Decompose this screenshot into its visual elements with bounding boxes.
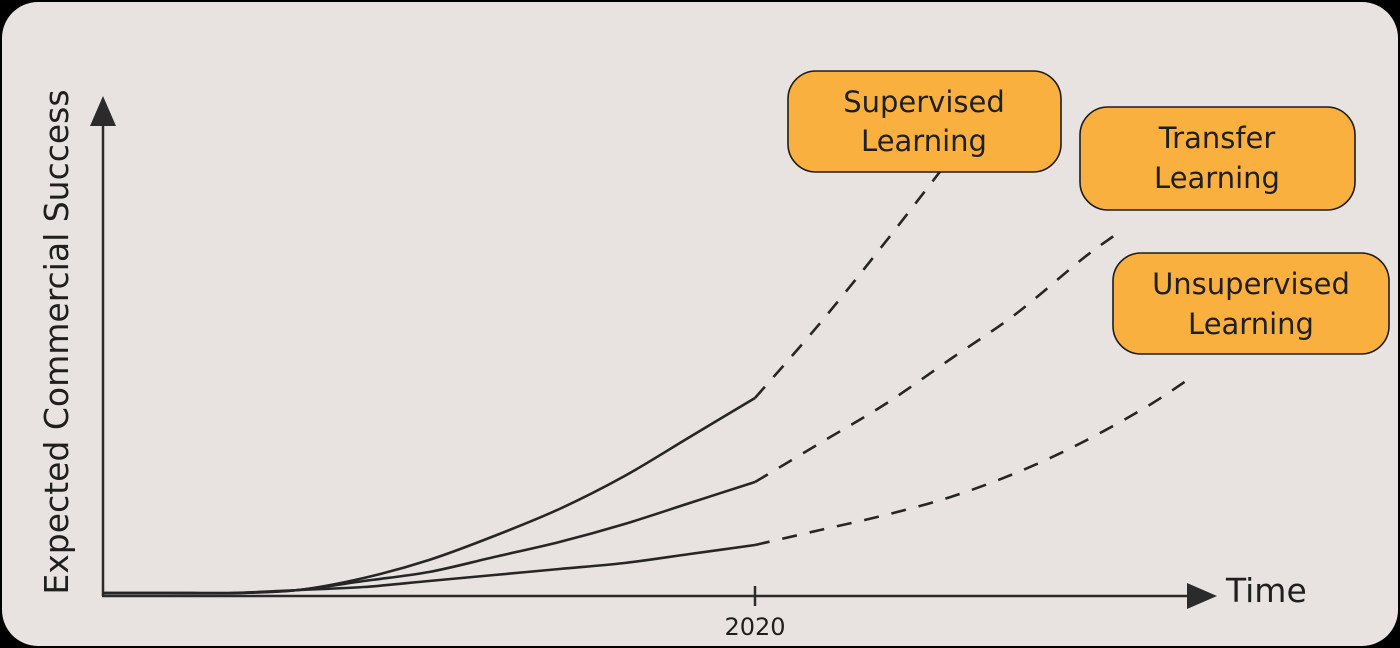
label-transfer-line1: Transfer xyxy=(1158,121,1276,155)
series-curves xyxy=(103,157,1193,595)
x-axis-arrow xyxy=(1187,583,1217,609)
y-axis-arrow xyxy=(90,96,116,126)
series-line-supervised-learning xyxy=(103,396,756,595)
series-projection-unsupervised-learning xyxy=(754,375,1193,547)
label-transfer-line2: Learning xyxy=(1154,161,1280,195)
series-projection-supervised-learning xyxy=(754,157,952,399)
label-unsupervised-line2: Learning xyxy=(1188,307,1314,341)
label-unsupervised-line1: Unsupervised xyxy=(1152,267,1350,301)
x-tick-label-2020: 2020 xyxy=(724,613,785,641)
series-projection-transfer-learning xyxy=(754,234,1115,484)
label-box-transfer: Transfer Learning xyxy=(1079,106,1356,211)
label-box-supervised: Supervised Learning xyxy=(787,70,1062,173)
y-axis-title: Expected Commercial Success xyxy=(37,89,76,594)
label-supervised-line1: Supervised xyxy=(843,85,1005,119)
series-line-unsupervised-learning xyxy=(103,543,756,595)
label-box-unsupervised: Unsupervised Learning xyxy=(1112,252,1390,355)
x-axis-title: Time xyxy=(1225,571,1307,610)
series-line-transfer-learning xyxy=(103,480,756,595)
label-supervised-line2: Learning xyxy=(861,124,987,158)
